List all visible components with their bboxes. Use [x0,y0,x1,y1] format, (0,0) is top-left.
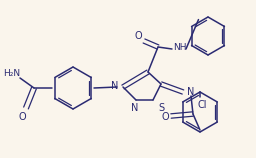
Text: NH: NH [173,43,187,52]
Text: O: O [134,31,142,41]
Text: H₂N: H₂N [3,70,20,79]
Text: O: O [161,112,169,122]
Text: Cl: Cl [197,100,207,110]
Text: N: N [187,87,195,97]
Text: N: N [131,103,139,113]
Text: O: O [18,112,26,122]
Text: S: S [158,103,164,113]
Text: N: N [111,81,119,91]
